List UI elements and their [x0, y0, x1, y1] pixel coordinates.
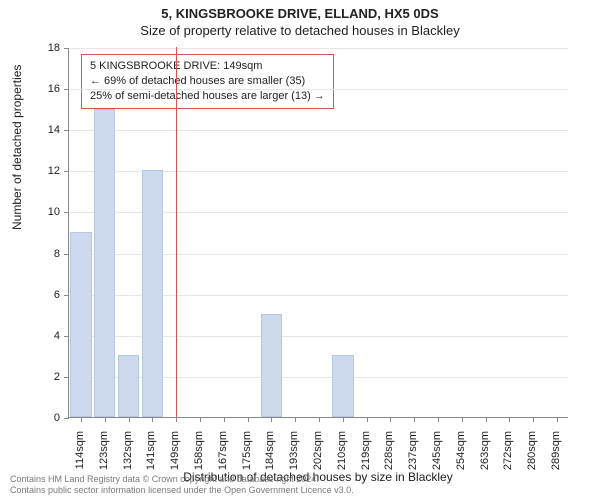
xtick-mark	[367, 417, 368, 422]
reference-line	[176, 47, 177, 417]
bar	[261, 314, 282, 417]
ytick-label: 8	[0, 248, 60, 260]
ytick-label: 4	[0, 330, 60, 342]
xtick-label: 263sqm	[479, 431, 491, 481]
xtick-label: 280sqm	[526, 431, 538, 481]
ytick-mark	[64, 336, 69, 337]
footer-line: Contains public sector information licen…	[10, 485, 354, 496]
xtick-label: 245sqm	[431, 431, 443, 481]
legend-line: 25% of semi-detached houses are larger (…	[90, 89, 325, 104]
footer-line: Contains HM Land Registry data © Crown c…	[10, 474, 354, 485]
xtick-mark	[81, 417, 82, 422]
ytick-label: 6	[0, 289, 60, 301]
ytick-mark	[64, 89, 69, 90]
legend-box: 5 KINGSBROOKE DRIVE: 149sqm← 69% of deta…	[81, 54, 334, 109]
xtick-label: 289sqm	[550, 431, 562, 481]
xtick-mark	[224, 417, 225, 422]
xtick-mark	[200, 417, 201, 422]
xtick-label: 272sqm	[502, 431, 514, 481]
gridline	[69, 48, 568, 49]
ytick-mark	[64, 295, 69, 296]
footer-attribution: Contains HM Land Registry data © Crown c…	[10, 474, 354, 497]
xtick-mark	[105, 417, 106, 422]
xtick-mark	[533, 417, 534, 422]
xtick-mark	[129, 417, 130, 422]
xtick-mark	[557, 417, 558, 422]
ytick-label: 12	[0, 165, 60, 177]
xtick-label: 219sqm	[360, 431, 372, 481]
ytick-mark	[64, 254, 69, 255]
gridline	[69, 130, 568, 131]
xtick-mark	[343, 417, 344, 422]
xtick-mark	[462, 417, 463, 422]
ytick-mark	[64, 130, 69, 131]
xtick-mark	[319, 417, 320, 422]
bar	[142, 170, 163, 417]
bar	[332, 355, 353, 417]
xtick-mark	[248, 417, 249, 422]
xtick-label: 237sqm	[407, 431, 419, 481]
xtick-mark	[271, 417, 272, 422]
xtick-mark	[486, 417, 487, 422]
ytick-mark	[64, 418, 69, 419]
ytick-label: 2	[0, 371, 60, 383]
ytick-mark	[64, 171, 69, 172]
xtick-mark	[438, 417, 439, 422]
xtick-mark	[152, 417, 153, 422]
ytick-mark	[64, 48, 69, 49]
legend-line: ← 69% of detached houses are smaller (35…	[90, 74, 325, 89]
legend-line: 5 KINGSBROOKE DRIVE: 149sqm	[90, 59, 325, 74]
gridline	[69, 89, 568, 90]
xtick-mark	[295, 417, 296, 422]
ytick-label: 14	[0, 124, 60, 136]
ytick-label: 16	[0, 83, 60, 95]
ytick-mark	[64, 377, 69, 378]
xtick-mark	[414, 417, 415, 422]
xtick-mark	[390, 417, 391, 422]
title-block: 5, KINGSBROOKE DRIVE, ELLAND, HX5 0DS Si…	[0, 0, 600, 38]
plot-area: 5 KINGSBROOKE DRIVE: 149sqm← 69% of deta…	[68, 48, 568, 418]
xtick-label: 254sqm	[455, 431, 467, 481]
title-line-1: 5, KINGSBROOKE DRIVE, ELLAND, HX5 0DS	[0, 6, 600, 21]
xtick-label: 228sqm	[383, 431, 395, 481]
bar	[70, 232, 91, 417]
ytick-mark	[64, 212, 69, 213]
bar	[94, 109, 115, 417]
ytick-label: 0	[0, 412, 60, 424]
ytick-label: 18	[0, 42, 60, 54]
xtick-mark	[176, 417, 177, 422]
xtick-mark	[509, 417, 510, 422]
figure-container: 5, KINGSBROOKE DRIVE, ELLAND, HX5 0DS Si…	[0, 0, 600, 500]
title-line-2: Size of property relative to detached ho…	[0, 23, 600, 38]
ytick-label: 10	[0, 206, 60, 218]
bar	[118, 355, 139, 417]
